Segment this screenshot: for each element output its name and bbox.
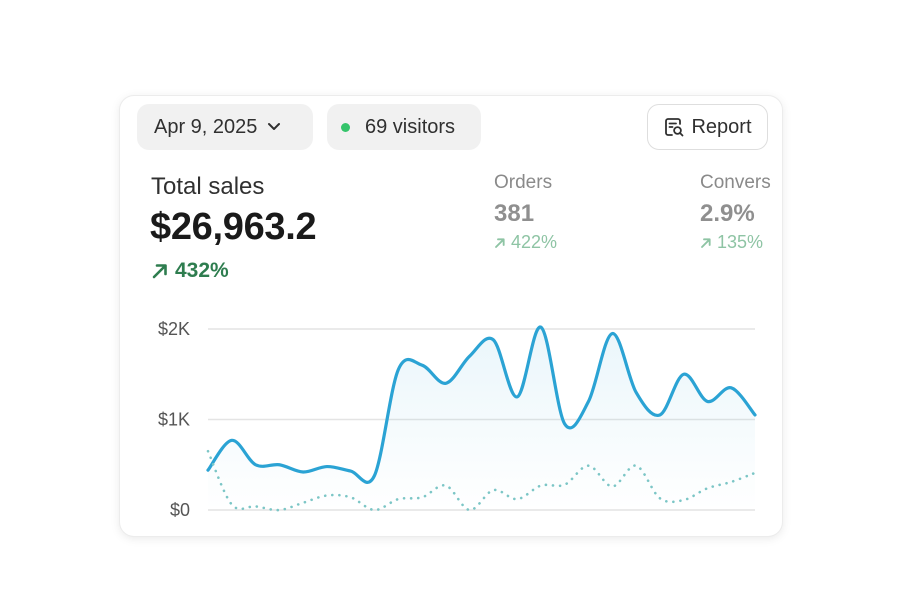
total-sales-label: Total sales — [151, 173, 265, 200]
report-button[interactable]: Report — [647, 104, 768, 150]
conversion-label: Convers — [700, 172, 771, 193]
visitors-badge: 69 visitors — [327, 104, 481, 150]
chevron-down-icon — [267, 122, 281, 132]
sales-card: Apr 9, 2025 69 visitors Report Total sal… — [120, 96, 782, 536]
total-delta-value: 432% — [175, 259, 229, 282]
arrow-up-right-icon — [701, 237, 711, 248]
conversion-value: 2.9% — [700, 200, 755, 227]
date-label: Apr 9, 2025 — [154, 115, 258, 138]
conversion-metric: Convers 2.9% 135% — [700, 172, 771, 253]
orders-value: 381 — [494, 200, 535, 227]
total-sales-value: $26,963.2 — [150, 206, 317, 248]
report-label: Report — [691, 115, 752, 138]
sales-chart: $0 $1K $2K — [158, 319, 757, 520]
series-area — [208, 326, 755, 510]
orders-label: Orders — [494, 172, 553, 193]
arrow-up-right-icon — [152, 264, 167, 279]
visitors-label: 69 visitors — [365, 115, 456, 138]
conversion-delta: 135% — [700, 232, 771, 253]
y-tick-label: $1K — [158, 410, 190, 430]
orders-metric: Orders 381 422% — [494, 172, 557, 253]
orders-delta: 422% — [494, 232, 557, 253]
y-tick-label: $0 — [170, 500, 190, 520]
arrow-up-right-icon — [495, 237, 505, 248]
orders-delta-value: 422% — [511, 232, 558, 252]
sales-series-line — [206, 325, 757, 484]
conversion-delta-value: 135% — [717, 232, 764, 252]
y-tick-label: $2K — [158, 319, 190, 339]
report-search-icon — [665, 118, 684, 137]
live-dot-icon — [341, 122, 350, 132]
date-picker-button[interactable]: Apr 9, 2025 — [137, 104, 313, 150]
total-sales-delta: 432% — [151, 259, 229, 283]
